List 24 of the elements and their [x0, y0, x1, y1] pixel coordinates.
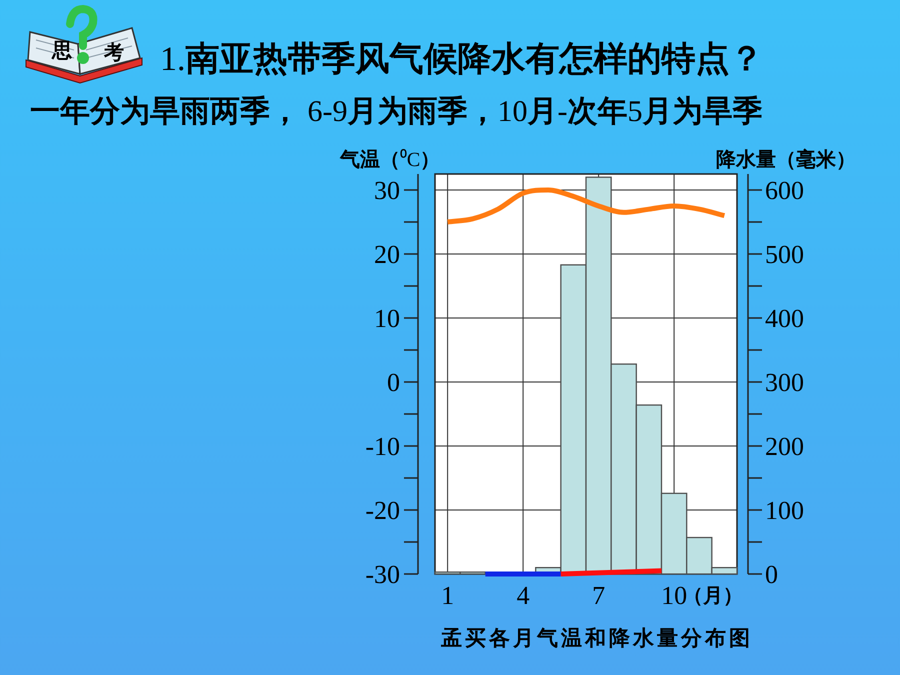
- x-tick-label: 7: [592, 581, 606, 610]
- x-tick-label: 1: [441, 581, 454, 610]
- y-tick-label: 0: [387, 368, 400, 397]
- y-tick-label: -20: [365, 496, 400, 525]
- y2-tick-label: 100: [765, 496, 804, 525]
- y2-axis-title: 降水量（毫米）: [716, 148, 856, 171]
- y2-tick-label: 200: [765, 432, 804, 461]
- y-tick-label: -10: [365, 432, 400, 461]
- x-tick-label: 4: [516, 581, 530, 610]
- text: 考: [103, 42, 124, 64]
- y2-tick-label: 600: [765, 176, 804, 205]
- text: 一年分为旱雨两季， 6-9月为雨季，10月-次年5月为旱季: [30, 95, 762, 128]
- text: 孟买各月气温和降水量分布图: [440, 627, 753, 650]
- chart-title: 1.南亚热带季风气候降水有怎样的特点？: [160, 40, 764, 78]
- y-tick-label: 10: [374, 304, 400, 333]
- y2-tick-label: 0: [765, 560, 778, 589]
- text: 思: [51, 40, 72, 62]
- y2-tick-label: 500: [765, 240, 804, 269]
- y-tick-label: 20: [374, 240, 400, 269]
- y2-tick-label: 400: [765, 304, 804, 333]
- y-tick-label: -30: [365, 560, 400, 589]
- y2-tick-label: 300: [765, 368, 804, 397]
- y-axis-title: 气温（⁰C）: [338, 148, 440, 171]
- y-tick-label: 30: [374, 176, 400, 205]
